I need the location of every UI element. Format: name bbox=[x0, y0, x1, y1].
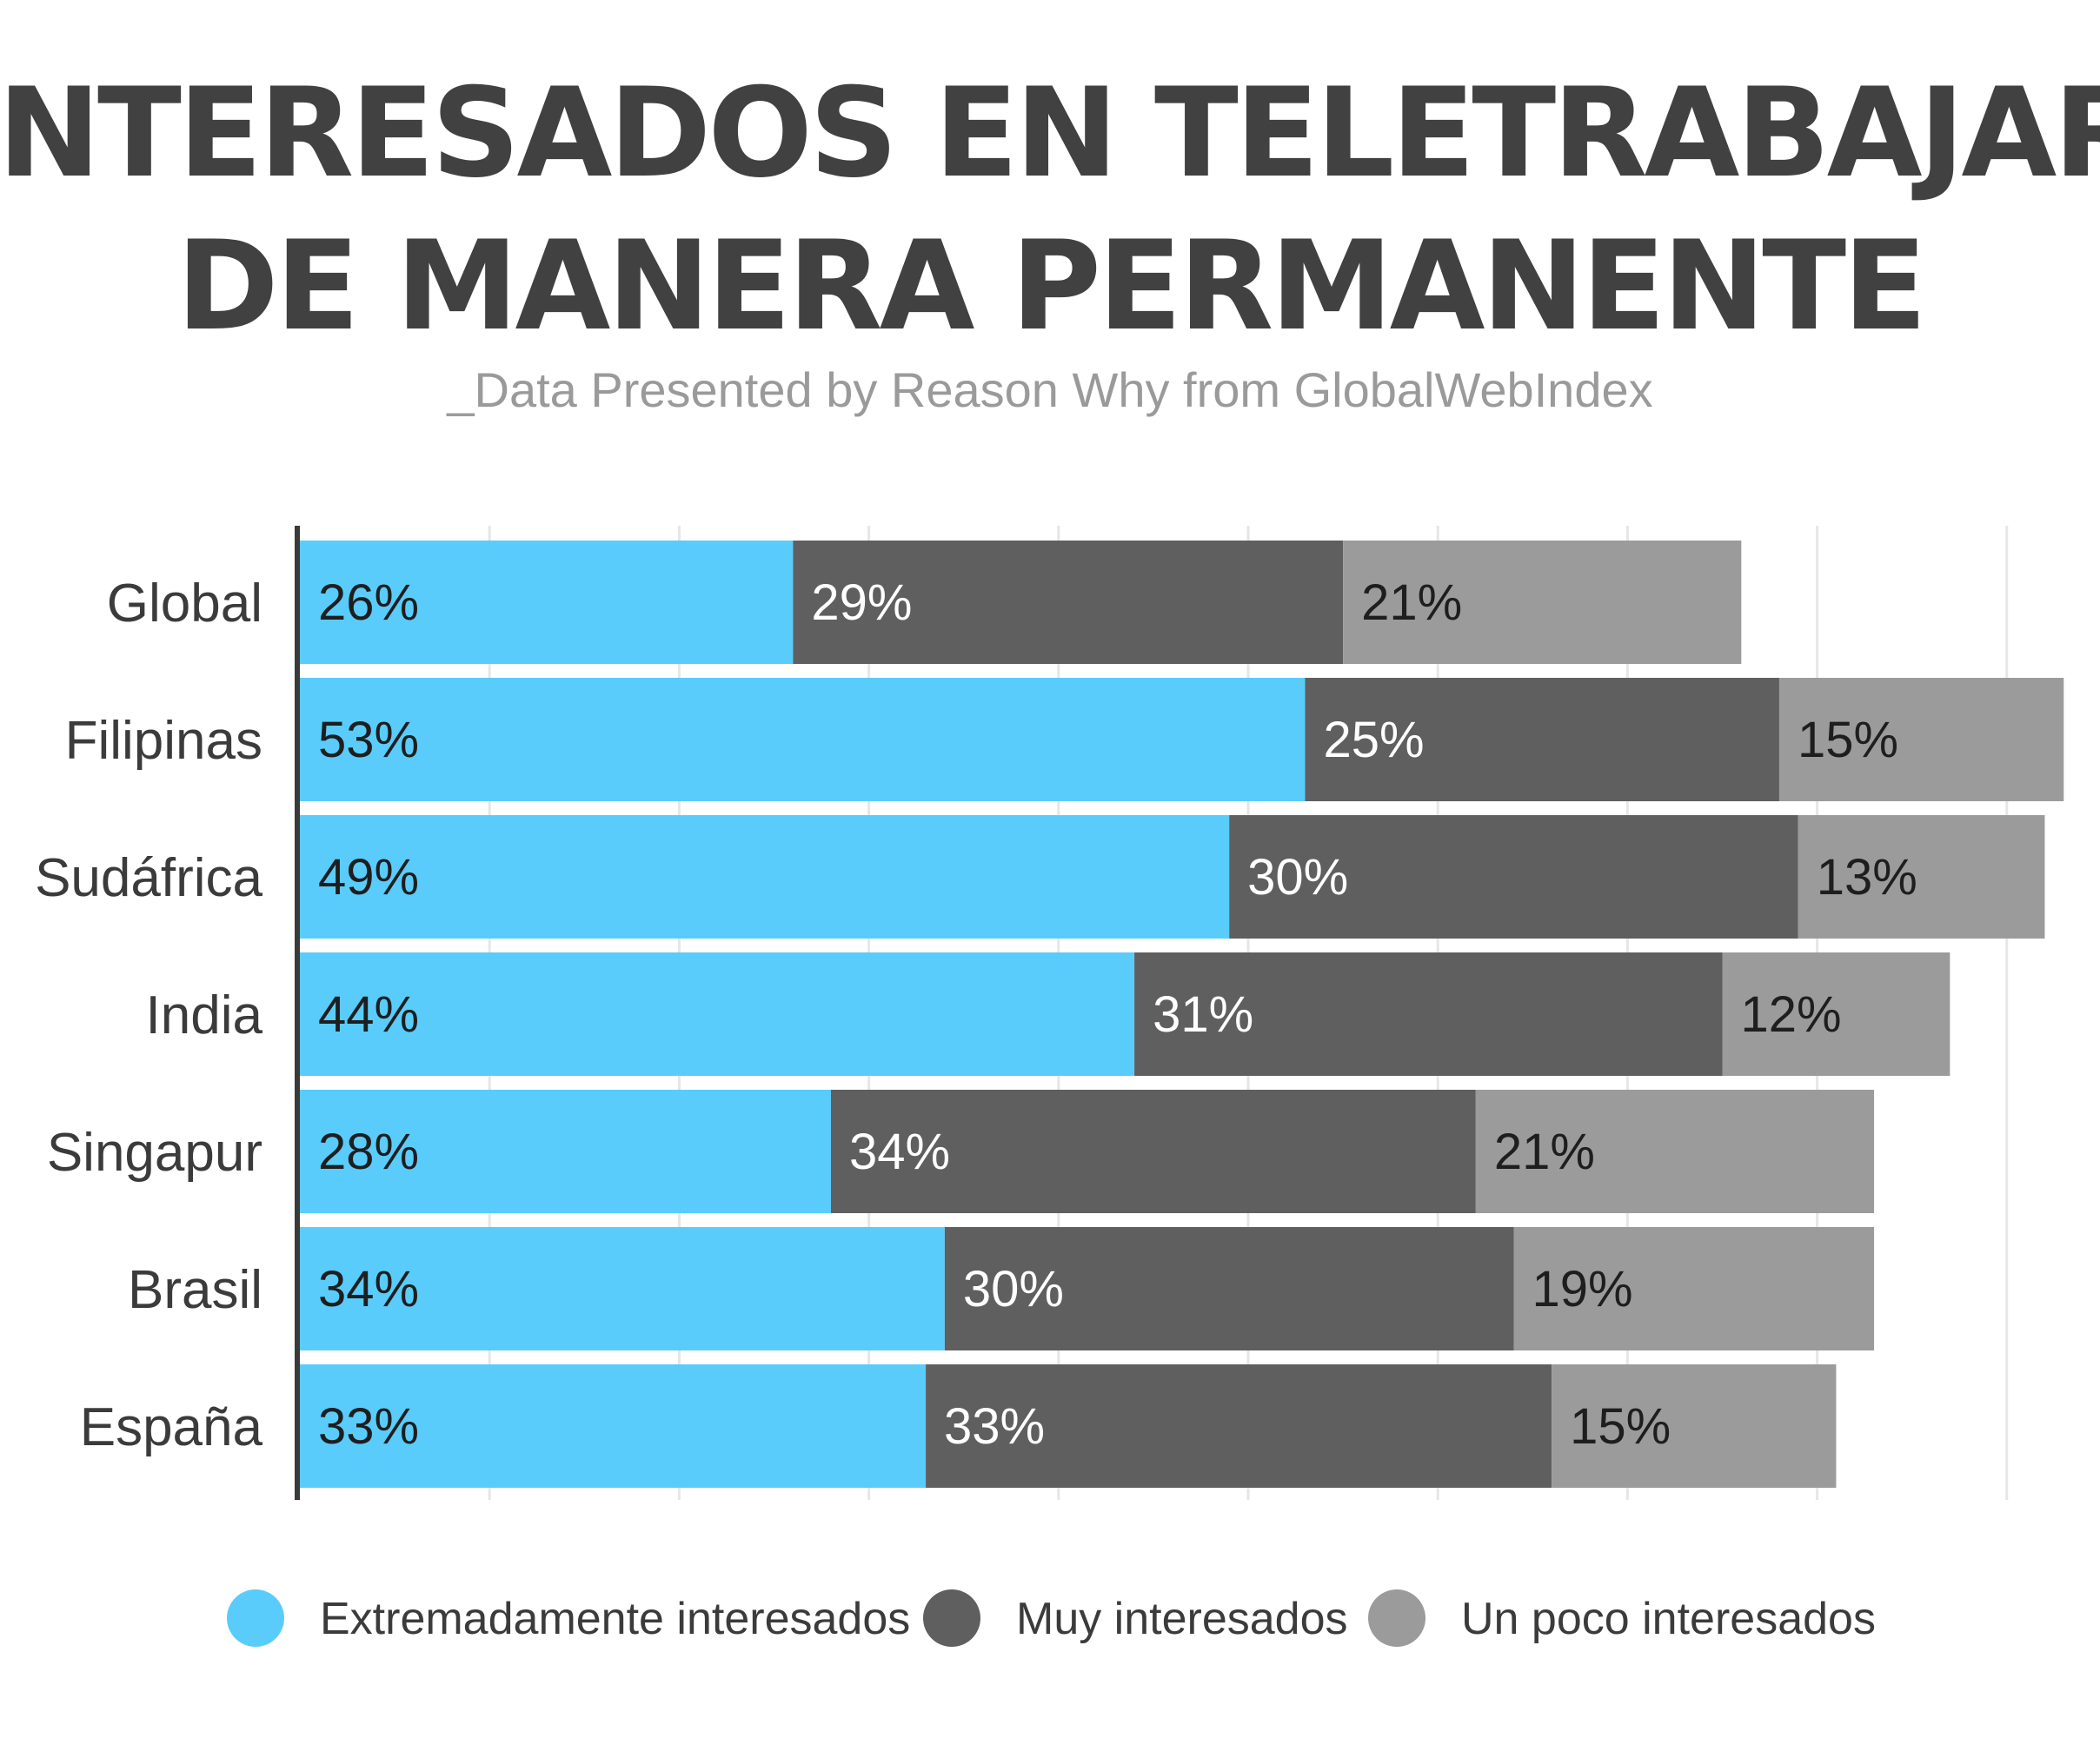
bar-brasil-extremadamente-interesados bbox=[300, 1227, 945, 1350]
legend: Extremadamente interesados Muy interesado… bbox=[227, 1589, 1876, 1647]
bar-brasil-un-poco-interesados bbox=[1513, 1227, 1875, 1350]
category-label-filipinas: Filipinas bbox=[65, 711, 262, 771]
bar-espana-un-poco-interesados bbox=[1552, 1364, 1837, 1488]
bar-singapur-extremadamente-interesados bbox=[300, 1090, 831, 1213]
data-label-filipinas-muy-interesados: 25% bbox=[1323, 712, 1424, 768]
data-label-global-muy-interesados: 29% bbox=[811, 574, 912, 631]
category-label-espana: España bbox=[80, 1397, 263, 1457]
legend-swatch-muy-interesados bbox=[923, 1589, 980, 1647]
data-label-espana-muy-interesados: 33% bbox=[944, 1398, 1045, 1455]
bar-india-extremadamente-interesados bbox=[300, 952, 1135, 1076]
data-label-global-extremadamente-interesados: 26% bbox=[318, 574, 419, 631]
legend-swatch-un-poco-interesados bbox=[1368, 1589, 1425, 1647]
bar-india-un-poco-interesados bbox=[1722, 952, 1950, 1076]
bar-global-un-poco-interesados bbox=[1343, 541, 1742, 664]
legend-swatch-extremadamente-interesados bbox=[227, 1589, 284, 1647]
data-label-singapur-un-poco-interesados: 21% bbox=[1494, 1124, 1595, 1180]
chart-title-line-2: DE MANERA PERMANENTE bbox=[176, 215, 1924, 358]
data-label-filipinas-extremadamente-interesados: 53% bbox=[318, 712, 419, 768]
bar-sudafrica-muy-interesados bbox=[1229, 815, 1798, 939]
bar-singapur-un-poco-interesados bbox=[1475, 1090, 1875, 1213]
bar-espana-muy-interesados bbox=[926, 1364, 1552, 1488]
data-label-global-un-poco-interesados: 21% bbox=[1361, 574, 1462, 631]
data-label-india-extremadamente-interesados: 44% bbox=[318, 986, 419, 1043]
legend-label-un-poco-interesados: Un poco interesados bbox=[1461, 1594, 1876, 1644]
bar-global-muy-interesados bbox=[793, 541, 1344, 664]
data-label-sudafrica-muy-interesados: 30% bbox=[1247, 849, 1348, 906]
bar-sudafrica-extremadamente-interesados bbox=[300, 815, 1230, 939]
data-label-brasil-muy-interesados: 30% bbox=[963, 1261, 1064, 1317]
category-label-global: Global bbox=[107, 574, 262, 634]
bar-filipinas-un-poco-interesados bbox=[1778, 678, 2064, 801]
data-label-singapur-extremadamente-interesados: 28% bbox=[318, 1124, 419, 1180]
bar-brasil-muy-interesados bbox=[944, 1227, 1514, 1350]
data-label-filipinas-un-poco-interesados: 15% bbox=[1798, 712, 1898, 768]
chart-title: INTERESADOS EN TELETRABAJAR DE MANERA PE… bbox=[0, 62, 2100, 358]
bar-india-muy-interesados bbox=[1134, 952, 1723, 1076]
data-label-brasil-extremadamente-interesados: 34% bbox=[318, 1261, 419, 1317]
category-label-sudafrica: Sudáfrica bbox=[35, 848, 262, 908]
bar-espana-extremadamente-interesados bbox=[300, 1364, 927, 1488]
bar-singapur-muy-interesados bbox=[830, 1090, 1476, 1213]
bar-filipinas-extremadamente-interesados bbox=[300, 678, 1306, 801]
data-label-india-un-poco-interesados: 12% bbox=[1741, 986, 1842, 1043]
category-labels: Global Filipinas Sudáfrica India Singapur Bra… bbox=[35, 574, 262, 1457]
category-label-india: India bbox=[146, 985, 263, 1045]
data-label-sudafrica-un-poco-interesados: 13% bbox=[1817, 849, 1917, 906]
bar-sudafrica-un-poco-interesados bbox=[1798, 815, 2045, 939]
category-label-singapur: Singapur bbox=[47, 1123, 262, 1183]
chart-subtitle: _Data Presented by Reason Why from Globa… bbox=[446, 362, 1652, 417]
data-label-india-muy-interesados: 31% bbox=[1153, 986, 1253, 1043]
category-label-brasil: Brasil bbox=[128, 1260, 262, 1320]
bar-global-extremadamente-interesados bbox=[300, 541, 794, 664]
legend-label-extremadamente-interesados: Extremadamente interesados bbox=[320, 1594, 910, 1644]
data-label-espana-extremadamente-interesados: 33% bbox=[318, 1398, 419, 1455]
data-label-singapur-muy-interesados: 34% bbox=[849, 1124, 950, 1180]
data-label-espana-un-poco-interesados: 15% bbox=[1570, 1398, 1671, 1455]
data-label-brasil-un-poco-interesados: 19% bbox=[1532, 1261, 1632, 1317]
data-label-sudafrica-extremadamente-interesados: 49% bbox=[318, 849, 419, 906]
bars: 26% 29% 21% 53% 25% 15% 49% 30% 13% 44% 31% 12% 28% 3… bbox=[300, 541, 2064, 1488]
legend-label-muy-interesados: Muy interesados bbox=[1016, 1594, 1348, 1644]
chart-title-line-1: INTERESADOS EN TELETRABAJAR bbox=[0, 62, 2100, 205]
bar-filipinas-muy-interesados bbox=[1305, 678, 1779, 801]
